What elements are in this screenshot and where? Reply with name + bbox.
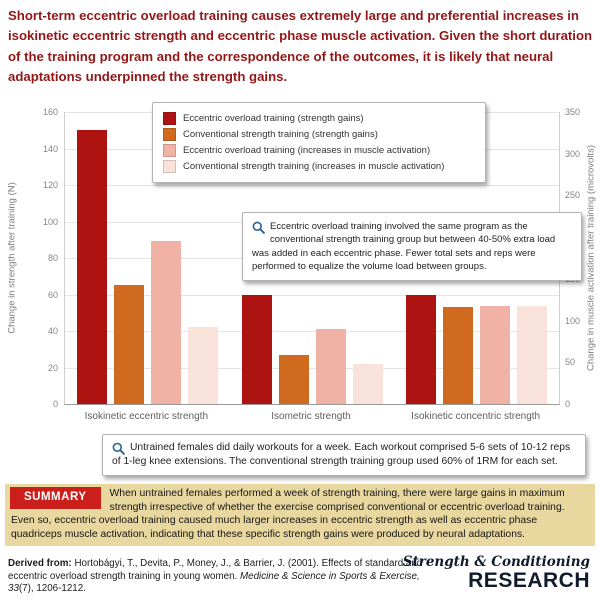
legend-swatch: [163, 112, 176, 125]
strength-bar: [76, 130, 107, 404]
right-axis-tick-label: 300: [565, 148, 581, 159]
citation-prefix: Derived from:: [8, 558, 72, 569]
strength-bar: [443, 307, 474, 404]
legend-swatch: [163, 128, 176, 141]
x-axis-category-label: Isometric strength: [271, 411, 351, 422]
citation-pages: (7), 1206-1212.: [18, 583, 86, 595]
citation-body: Hortobágyi, T., Devita, P., Money, J., &…: [8, 558, 423, 582]
left-axis-tick-label: 60: [47, 289, 58, 300]
legend-label: Conventional strength training (strength…: [183, 129, 378, 140]
strength-bar: [241, 294, 272, 404]
legend-item: Eccentric overload training (increases i…: [163, 144, 475, 157]
right-axis-tick-label: 0: [565, 399, 571, 409]
left-axis-tick-label: 140: [42, 143, 58, 154]
chart-legend: Eccentric overload training (strength ga…: [152, 102, 486, 183]
left-axis-tick-label: 80: [47, 253, 58, 263]
left-axis-tick-label: 0: [52, 399, 58, 409]
left-axis-tick-label: 120: [42, 180, 58, 190]
callout-text: Eccentric overload training involved the…: [252, 221, 556, 272]
left-axis-tick-label: 100: [42, 216, 58, 227]
magnifier-icon: [112, 442, 125, 455]
right-axis-tick-label: 50: [565, 357, 576, 368]
left-axis-tick-label: 40: [47, 326, 58, 336]
activation-bar: [352, 363, 383, 404]
strength-bar: [113, 285, 144, 404]
activation-bar: [480, 306, 511, 404]
legend-swatch: [163, 160, 176, 173]
activation-bar: [150, 241, 181, 404]
x-axis-category-label: Isokinetic eccentric strength: [84, 411, 209, 422]
gridline: [65, 294, 559, 296]
legend-item: Conventional strength training (strength…: [163, 128, 475, 141]
summary-section: SUMMARY When untrained females performed…: [5, 484, 595, 547]
gridline: [65, 185, 559, 186]
brand-logo: Strength & Conditioning Research: [403, 554, 590, 591]
strength-bar: [278, 354, 309, 404]
right-axis-tick-label: 350: [565, 107, 581, 117]
callout-eccentric-overload-method: Eccentric overload training involved the…: [242, 212, 582, 282]
activation-bar: [315, 328, 346, 404]
left-axis-title: Change in strength after training (N): [6, 182, 18, 334]
left-axis-tick-label: 20: [47, 362, 58, 373]
brand-name-main: Research: [468, 569, 590, 592]
legend-label: Conventional strength training (increase…: [183, 161, 445, 172]
activation-bar: [187, 327, 218, 404]
x-axis-category-label: Isokinetic concentric strength: [411, 411, 541, 422]
legend-swatch: [163, 144, 176, 157]
callout-study-protocol: Untrained females did daily workouts for…: [102, 434, 586, 477]
right-axis-title: Change in muscle activation after traini…: [585, 145, 597, 371]
summary-label: SUMMARY: [10, 487, 101, 509]
citation: Derived from: Hortobágyi, T., Devita, P.…: [8, 558, 428, 596]
callout-text: Untrained females did daily workouts for…: [112, 442, 571, 468]
brand-name-script: Strength & Conditioning: [402, 554, 590, 570]
legend-item: Eccentric overload training (strength ga…: [163, 112, 475, 125]
gridline: [65, 331, 559, 332]
right-axis-tick-label: 100: [565, 315, 581, 326]
summary-text: When untrained females performed a week …: [11, 488, 565, 540]
strength-bar: [406, 294, 437, 404]
headline: Short-term eccentric overload training c…: [8, 8, 593, 85]
left-axis-tick-label: 160: [42, 107, 58, 117]
gridline: [65, 367, 559, 369]
legend-item: Conventional strength training (increase…: [163, 160, 475, 173]
right-axis-tick-label: 250: [565, 190, 581, 201]
activation-bar: [517, 306, 548, 404]
citation-journal: Medicine & Science in Sports & Exercise,…: [8, 570, 420, 595]
legend-label: Eccentric overload training (increases i…: [183, 145, 431, 156]
legend-label: Eccentric overload training (strength ga…: [183, 113, 364, 124]
magnifier-icon: [252, 221, 265, 234]
